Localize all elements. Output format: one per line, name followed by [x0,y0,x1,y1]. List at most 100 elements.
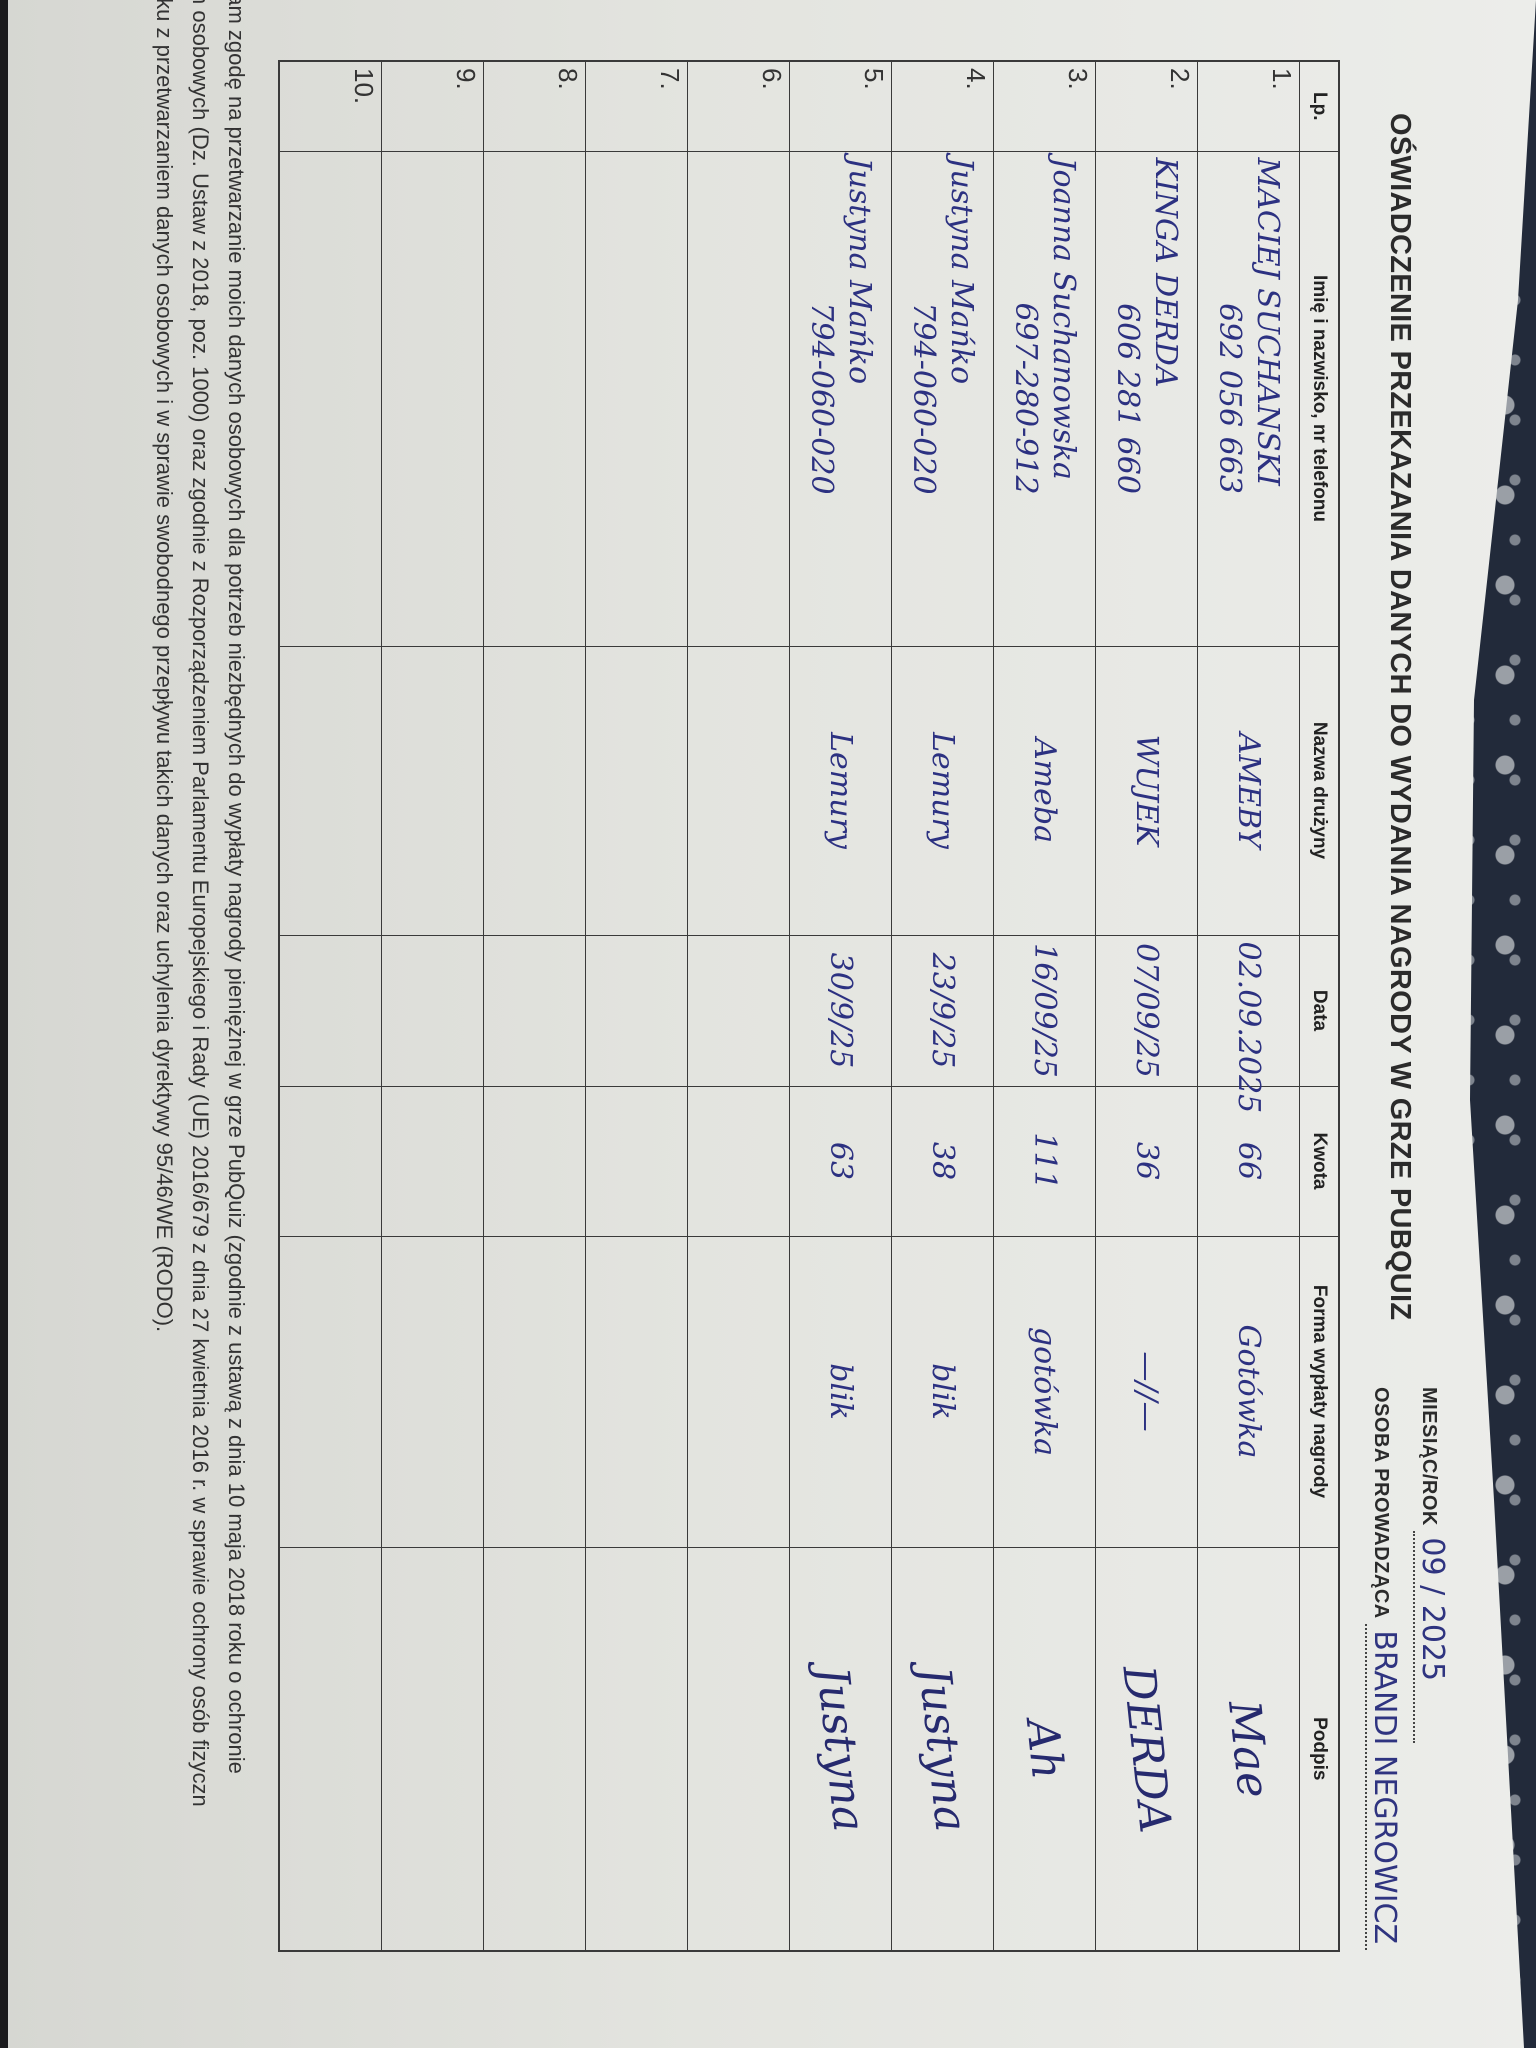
consent-footer: azam zgodę na przetwarzanie moich danych… [146,0,254,1807]
cell-lp: 1. [1197,61,1300,151]
cell-amount: 66 [1197,1086,1300,1236]
signature: DERDA [1112,1662,1181,1835]
cell-name-phone: MACIEJ SUCHANSKI 692 056 663 [1197,151,1300,646]
cell-signature [585,1547,688,1951]
cell-amount [381,1086,484,1236]
table-row: 2. KINGA DERDA 606 281 660 WUJEK 07/09/25 36 —… [1095,61,1198,1951]
cell-name-phone [687,151,790,646]
payout-method: gotówka [1027,1326,1063,1457]
cell-signature: DERDA [1095,1547,1198,1951]
person-name: Justyna Mańko [842,157,878,385]
host-field: OSOBA PROWADZĄCA BRANDI NEGROWICZ [1365,1387,1402,1951]
payout-method: blik [925,1363,961,1420]
cell-name-phone: KINGA DERDA 606 281 660 [1095,151,1198,646]
signature: Justyna [806,1663,875,1834]
phone-number: 697-280-912 [1008,302,1044,495]
cell-date: 07/09/25 [1095,935,1198,1086]
cell-amount: 111 [993,1086,1096,1236]
cell-signature [687,1547,790,1951]
table-row: 4. Justyna Mańko 794-060-020 Lemury 23/9/25 3… [891,61,994,1951]
footer-line: azam zgodę na przetwarzanie moich danych… [224,0,249,1774]
phone-number: 794-060-020 [804,302,840,495]
cell-amount [687,1086,790,1236]
row-number: 1. [1267,68,1297,90]
row-number: 2. [1165,68,1195,90]
cell-amount [279,1086,382,1236]
table-row: 9. [381,61,484,1951]
cell-payout [279,1236,382,1547]
row-number: 10. [349,68,379,105]
date-value: 02.09.2025 [1231,941,1267,1114]
cell-payout [381,1236,484,1547]
cell-payout: blik [891,1236,994,1547]
date-value: 16/09/25 [1027,943,1063,1078]
team-name: WUJEK [1129,734,1165,847]
row-number: 6. [757,68,787,90]
cell-signature [483,1547,586,1951]
cell-amount [483,1086,586,1236]
cell-name-phone: Justyna Mańko 794-060-020 [789,151,892,646]
header-name-phone: Imię i nazwisko, nr telefonu [1299,151,1339,646]
cell-name-phone: Joanna Suchanowska 697-280-912 [993,151,1096,646]
cell-name-phone [483,151,586,646]
cell-lp: 9. [381,61,484,151]
cell-team: AMEBY [1197,646,1300,935]
cell-payout [687,1236,790,1547]
footer-line: iązku z przetwarzaniem danych osobowych … [152,0,177,1333]
signature: Justyna [908,1663,977,1834]
team-name: AMEBY [1231,732,1267,849]
payout-method: —//— [1129,1351,1165,1432]
cell-date: 30/9/25 [789,935,892,1086]
cell-signature: Justyna [891,1547,994,1951]
cell-date: 16/09/25 [993,935,1096,1086]
cell-date [585,935,688,1086]
amount-value: 36 [1129,1141,1165,1181]
row-number: 4. [961,68,991,90]
table-row: 7. [585,61,688,1951]
team-name: Lemury [823,732,859,849]
header-team: Nazwa drużyny [1299,646,1339,935]
table-row: 6. [687,61,790,1951]
cell-team: Ameba [993,646,1096,935]
footer-line: ych osobowych (Dz. Ustaw z 2018, poz. 10… [188,0,213,1807]
phone-number: 794-060-020 [906,302,942,495]
cell-payout: blik [789,1236,892,1547]
cell-signature: Ah [993,1547,1096,1951]
table-row: 10. [279,61,382,1951]
cell-signature: Mae [1197,1547,1300,1951]
document-title: OŚWIADCZENIE PRZEKAZANIA DANYCH DO WYDAN… [1384,113,1416,1321]
team-name: Lemury [925,732,961,849]
host-value: BRANDI NEGROWICZ [1365,1624,1402,1951]
cell-signature [279,1547,382,1951]
cell-team [687,646,790,935]
cell-team: Lemury [789,646,892,935]
phone-number: 606 281 660 [1110,303,1146,494]
header-payout: Forma wypłaty nagrody [1299,1236,1339,1547]
prize-table: Lp. Imię i nazwisko, nr telefonu Nazwa d… [278,60,1340,1952]
cell-team [381,646,484,935]
team-name: Ameba [1027,738,1063,843]
cell-amount: 63 [789,1086,892,1236]
cell-signature: Justyna [789,1547,892,1951]
cell-signature [381,1547,484,1951]
cell-payout: Gotówka [1197,1236,1300,1547]
row-number: 9. [451,68,481,90]
cell-date: 23/9/25 [891,935,994,1086]
cell-lp: 8. [483,61,586,151]
payout-method: Gotówka [1231,1324,1267,1459]
cell-team [279,646,382,935]
cell-lp: 2. [1095,61,1198,151]
cell-lp: 3. [993,61,1096,151]
cell-payout [483,1236,586,1547]
row-number: 3. [1063,68,1093,90]
header-signature: Podpis [1299,1547,1339,1951]
header-date: Data [1299,935,1339,1086]
cell-name-phone [585,151,688,646]
signature: Ah [1015,1716,1074,1782]
payout-method: blik [823,1363,859,1420]
amount-value: 66 [1231,1141,1267,1181]
cell-lp: 7. [585,61,688,151]
cell-lp: 6. [687,61,790,151]
table-header-row: Lp. Imię i nazwisko, nr telefonu Nazwa d… [1299,61,1339,1951]
